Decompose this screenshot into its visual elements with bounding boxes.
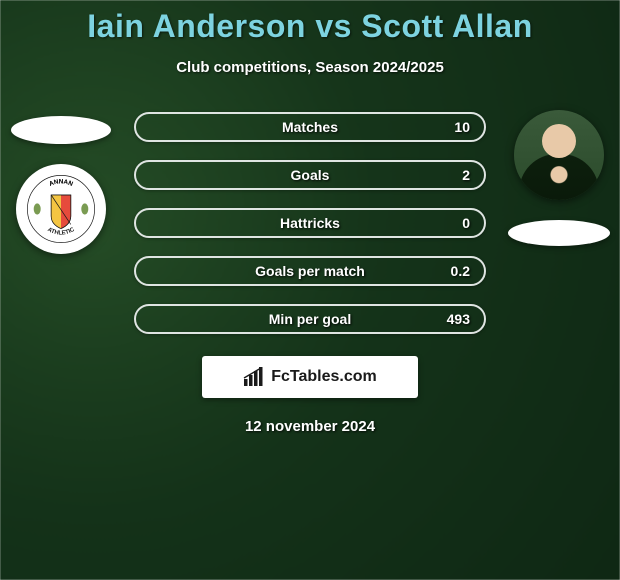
left-club-badge: ANNAN ANNAN ATHLETIC xyxy=(16,164,106,254)
comparison-card: Iain Anderson vs Scott Allan Club compet… xyxy=(0,0,620,580)
stat-label: Goals per match xyxy=(255,263,365,279)
stat-right-value: 0 xyxy=(462,215,470,231)
stat-right-value: 0.2 xyxy=(451,263,470,279)
stat-row-matches: Matches 10 xyxy=(134,112,486,142)
branding-badge[interactable]: FcTables.com xyxy=(202,356,418,398)
stats-column: Matches 10 Goals 2 Hattricks 0 Goals per… xyxy=(116,112,504,334)
bar-chart-icon xyxy=(243,367,265,387)
stat-label: Matches xyxy=(282,119,338,135)
stat-row-hattricks: Hattricks 0 xyxy=(134,208,486,238)
left-ellipse-placeholder xyxy=(11,116,111,144)
comparison-date: 12 november 2024 xyxy=(0,418,620,435)
stat-right-value: 10 xyxy=(454,119,470,135)
left-player-column: ANNAN ANNAN ATHLETIC xyxy=(6,116,116,254)
stat-right-value: 493 xyxy=(447,311,470,327)
comparison-body: ANNAN ANNAN ATHLETIC xyxy=(0,116,620,334)
stat-label: Goals xyxy=(291,167,330,183)
page-subtitle: Club competitions, Season 2024/2025 xyxy=(0,59,620,76)
stat-label: Min per goal xyxy=(269,311,351,327)
right-player-column xyxy=(504,110,614,246)
stat-right-value: 2 xyxy=(462,167,470,183)
stat-row-goals-per-match: Goals per match 0.2 xyxy=(134,256,486,286)
stat-label: Hattricks xyxy=(280,215,340,231)
right-ellipse-placeholder xyxy=(508,220,610,246)
annan-athletic-badge-icon: ANNAN ANNAN ATHLETIC xyxy=(26,174,96,244)
branding-text: FcTables.com xyxy=(271,368,377,386)
right-player-photo xyxy=(514,110,604,200)
stat-row-goals: Goals 2 xyxy=(134,160,486,190)
stat-row-min-per-goal: Min per goal 493 xyxy=(134,304,486,334)
page-title: Iain Anderson vs Scott Allan xyxy=(0,0,620,45)
